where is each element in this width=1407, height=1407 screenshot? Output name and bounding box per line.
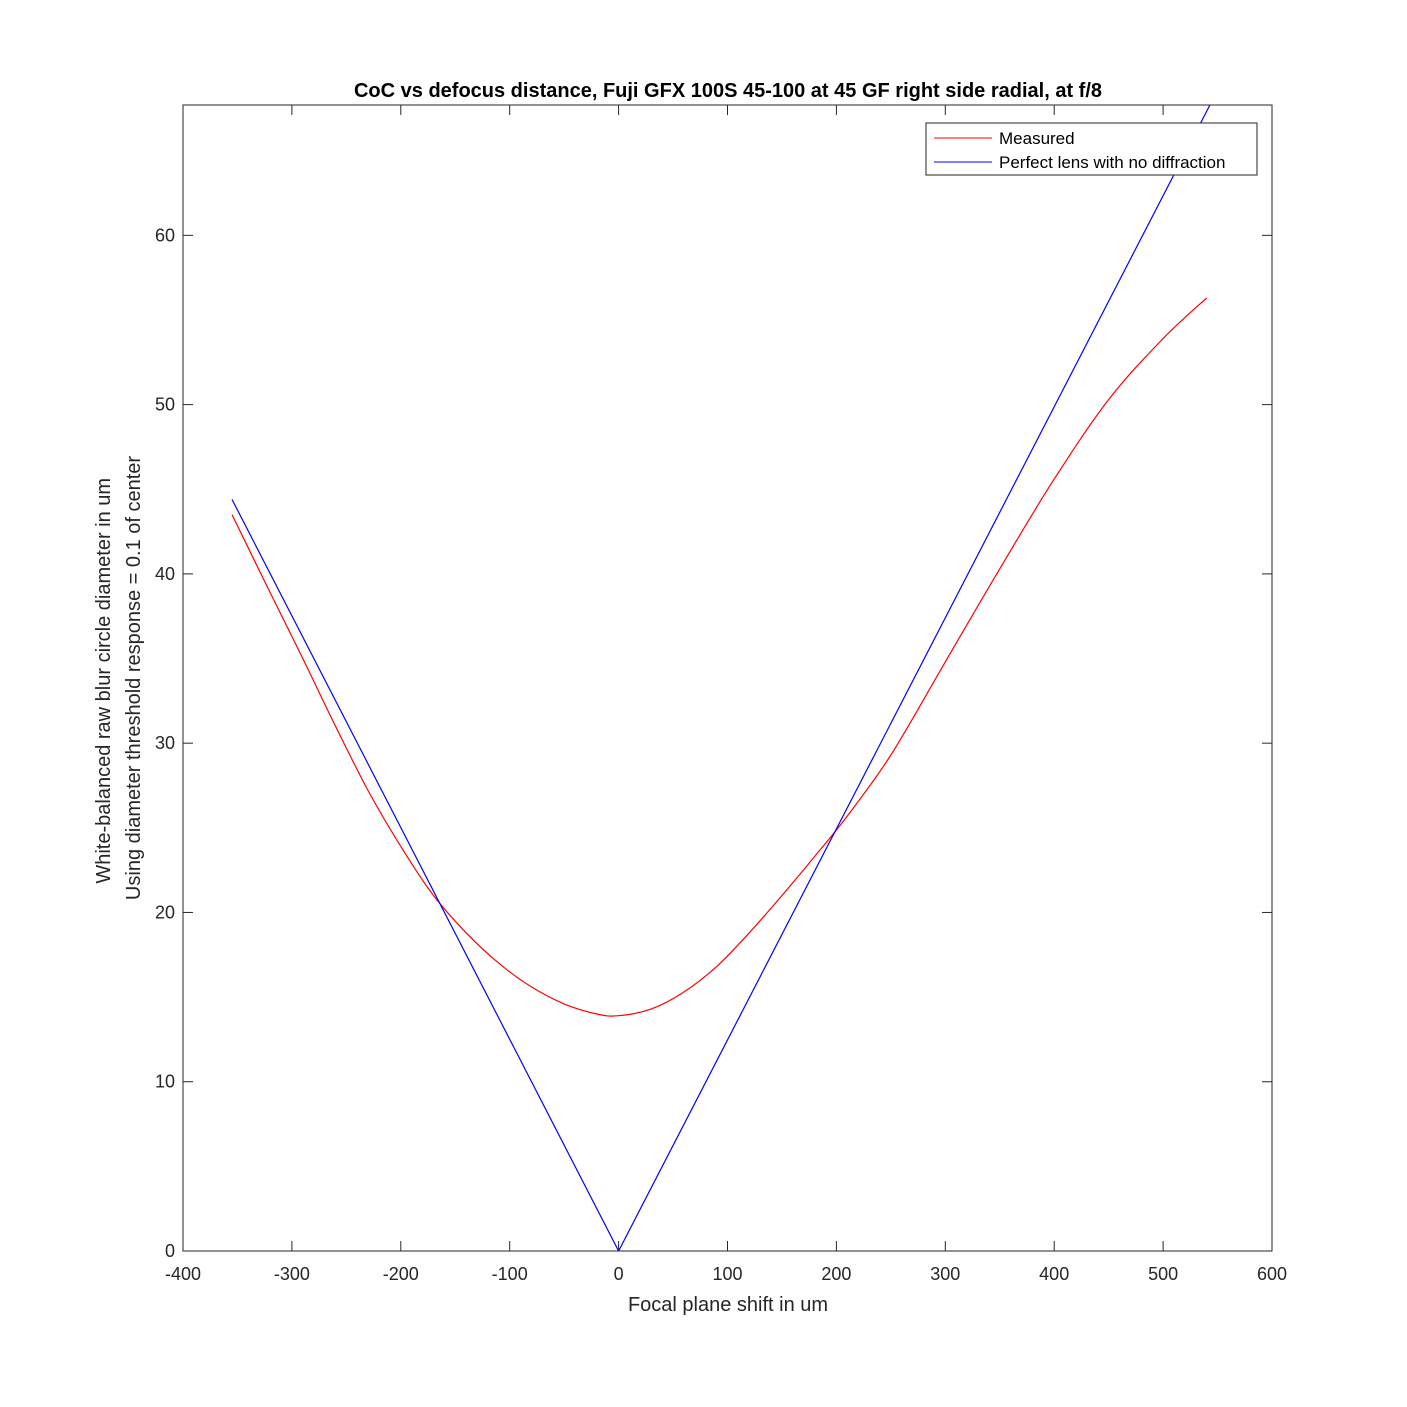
x-tick-label: -100 — [492, 1264, 528, 1284]
series-perfect-lens — [231, 105, 1211, 1251]
chart-title: CoC vs defocus distance, Fuji GFX 100S 4… — [354, 80, 1102, 102]
y-axis-label-line-2: Using diameter threshold response = 0.1 … — [123, 456, 145, 900]
y-tick-label: 50 — [155, 395, 175, 415]
plot-area — [182, 104, 1273, 1252]
x-tick-label: 0 — [614, 1264, 624, 1284]
series-measured — [231, 297, 1208, 1017]
y-tick-label: 0 — [165, 1241, 175, 1261]
y-axis-label: White-balanced raw blur circle diameter … — [93, 456, 145, 900]
legend-label-measured: Measured — [999, 129, 1075, 148]
x-tick-label: 300 — [930, 1264, 960, 1284]
legend: Measured Perfect lens with no diffractio… — [925, 122, 1258, 176]
y-tick-label: 30 — [155, 733, 175, 753]
x-tick-label: -400 — [165, 1264, 201, 1284]
series-layer — [231, 105, 1211, 1251]
x-tick-label: 400 — [1039, 1264, 1069, 1284]
y-axis-label-line-1: White-balanced raw blur circle diameter … — [93, 478, 115, 884]
y-tick-label: 40 — [155, 564, 175, 584]
y-tick-label: 20 — [155, 902, 175, 922]
y-tick-label: 60 — [155, 225, 175, 245]
legend-box — [925, 122, 1258, 176]
x-tick-label: 100 — [712, 1264, 742, 1284]
plot-frame — [182, 104, 1273, 1252]
x-axis-label: Focal plane shift in um — [628, 1294, 828, 1316]
x-tick-label: -300 — [274, 1264, 310, 1284]
y-axis-ticks: 0 10 20 30 40 50 60 — [155, 225, 1272, 1261]
y-tick-label: 10 — [155, 1072, 175, 1092]
x-tick-label: 500 — [1148, 1264, 1178, 1284]
x-tick-label: -200 — [383, 1264, 419, 1284]
x-tick-label: 200 — [821, 1264, 851, 1284]
x-axis-ticks: -400 -300 -200 -100 0 100 200 300 400 500 600 — [165, 105, 1287, 1284]
x-tick-label: 600 — [1257, 1264, 1287, 1284]
legend-label-perfect-lens: Perfect lens with no diffraction — [999, 153, 1225, 172]
